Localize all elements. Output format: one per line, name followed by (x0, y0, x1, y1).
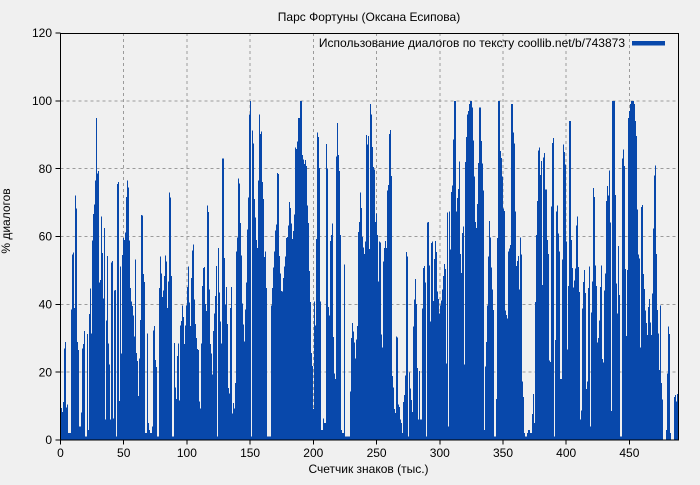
svg-text:120: 120 (32, 26, 52, 40)
svg-text:50: 50 (117, 446, 131, 460)
svg-text:400: 400 (556, 446, 576, 460)
svg-text:350: 350 (493, 446, 513, 460)
svg-text:0: 0 (57, 446, 64, 460)
svg-text:200: 200 (303, 446, 323, 460)
svg-text:450: 450 (619, 446, 639, 460)
svg-text:100: 100 (177, 446, 197, 460)
svg-text:% диалогов: % диалогов (0, 188, 13, 253)
svg-text:300: 300 (430, 446, 450, 460)
svg-text:Парс Фортуны (Оксана Есипова): Парс Фортуны (Оксана Есипова) (278, 10, 460, 24)
svg-text:100: 100 (32, 94, 52, 108)
svg-text:60: 60 (39, 230, 53, 244)
svg-text:0: 0 (45, 433, 52, 447)
svg-text:80: 80 (39, 162, 53, 176)
svg-text:20: 20 (39, 365, 53, 379)
svg-text:150: 150 (240, 446, 260, 460)
svg-text:Счетчик знаков (тыс.): Счетчик знаков (тыс.) (308, 462, 428, 476)
svg-text:40: 40 (39, 298, 53, 312)
svg-text:Использование диалогов по текс: Использование диалогов по тексту coollib… (319, 36, 625, 50)
svg-text:250: 250 (367, 446, 387, 460)
